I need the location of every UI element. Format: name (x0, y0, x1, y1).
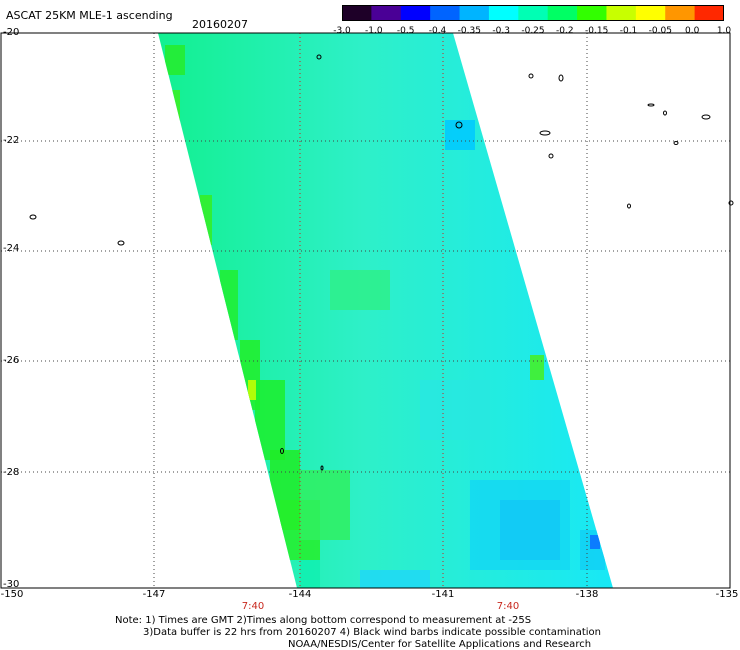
lon-label-144: -144 (288, 589, 312, 600)
colorbar-swatch (606, 5, 637, 21)
lon-label-138: -138 (575, 589, 599, 600)
colorbar (342, 5, 724, 21)
swath-value-patches (165, 45, 605, 588)
swath-patch (500, 500, 560, 560)
colorbar-swatch (694, 5, 724, 21)
colorbar-tick-label: -0.05 (648, 26, 672, 36)
note-line-2: 3)Data buffer is 22 hrs from 20160207 4)… (143, 627, 601, 638)
swath-patch (300, 560, 320, 588)
swath-patch (360, 570, 430, 588)
colorbar-swatch (547, 5, 578, 21)
swath-patch (220, 270, 238, 340)
swath-patch (255, 380, 285, 460)
colorbar-tick-label: -3.0 (333, 26, 351, 36)
lat-label-22: -22 (3, 135, 20, 146)
swath-patch (445, 120, 475, 150)
colorbar-tick-label: -0.3 (492, 26, 510, 36)
product-date: 20160207 (192, 18, 248, 31)
colorbar-labels: -3.0 -1.0 -0.5 -0.4 -0.35 -0.3 -0.25 -0.2 -0.15-… (330, 26, 740, 38)
colorbar-tick-label: 0.0 (684, 26, 700, 36)
colorbar-tick-label: -0.1 (619, 26, 638, 36)
colorbar-tick-label: 1.0 (716, 26, 732, 36)
lon-label-135: -135 (715, 589, 739, 600)
swath-patch (530, 355, 544, 380)
colorbar-tick-label: -0.2 (556, 26, 574, 36)
colorbar-tick-label: -0.4 (428, 26, 447, 36)
lat-label-28: -28 (3, 467, 20, 478)
pass-time-label: 7:40 (241, 601, 265, 612)
swath-patch (165, 45, 185, 75)
colorbar-tick-label: -0.5 (396, 26, 415, 36)
island-outlines (29, 54, 734, 471)
lon-label-150: -150 (0, 589, 24, 600)
colorbar-swatch (635, 5, 666, 21)
product-title: ASCAT 25KM MLE-1 ascending (6, 9, 173, 22)
note-line-1: Note: 1) Times are GMT 2)Times along bot… (115, 615, 532, 626)
colorbar-tick-label: -1.0 (365, 26, 383, 36)
swath-patch (330, 270, 390, 310)
colorbar-swatch (459, 5, 490, 21)
swath-patch (300, 470, 350, 540)
swath-map (0, 32, 734, 589)
colorbar-swatch (371, 5, 402, 21)
pass-time-label: 7:40 (496, 601, 520, 612)
note-line-3: NOAA/NESDIS/Center for Satellite Applica… (288, 639, 592, 650)
colorbar-swatch (488, 5, 519, 21)
lat-label-24: -24 (3, 243, 20, 254)
colorbar-tick-label: -0.35 (457, 26, 481, 36)
lat-label-20: -20 (3, 27, 20, 38)
colorbar-tick-label: -0.15 (585, 26, 609, 36)
colorbar-swatch (577, 5, 607, 21)
colorbar-swatch (665, 5, 696, 21)
swath-patch (590, 535, 600, 549)
lat-label-30: -30 (3, 579, 20, 590)
lon-label-147: -147 (142, 589, 166, 600)
swath-patch (248, 380, 256, 400)
colorbar-swatch (342, 5, 372, 21)
swath-patch (200, 195, 212, 245)
colorbar-swatch (518, 5, 549, 21)
colorbar-tick-label: -0.25 (521, 26, 545, 36)
swath-patch (168, 90, 180, 130)
lat-label-26: -26 (3, 355, 20, 366)
lon-label-141: -141 (431, 589, 455, 600)
swath-patch (420, 380, 490, 440)
colorbar-swatch (400, 5, 431, 21)
colorbar-swatch (430, 5, 461, 21)
